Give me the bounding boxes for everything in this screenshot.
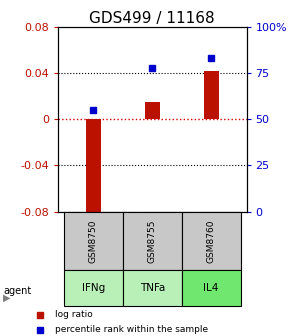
Bar bbox=[182, 270, 241, 306]
Text: percentile rank within the sample: percentile rank within the sample bbox=[55, 326, 208, 334]
Text: log ratio: log ratio bbox=[55, 310, 93, 319]
Text: GSM8750: GSM8750 bbox=[89, 219, 98, 263]
Text: TNFa: TNFa bbox=[139, 283, 165, 293]
Text: ▶: ▶ bbox=[3, 292, 10, 302]
Bar bbox=[86, 119, 101, 217]
Bar bbox=[123, 270, 182, 306]
Text: GSM8760: GSM8760 bbox=[207, 219, 216, 263]
Bar bbox=[64, 212, 123, 270]
Text: agent: agent bbox=[3, 286, 31, 296]
Bar bbox=[123, 212, 182, 270]
Text: GSM8755: GSM8755 bbox=[148, 219, 157, 263]
Bar bbox=[145, 102, 160, 119]
Title: GDS499 / 11168: GDS499 / 11168 bbox=[89, 11, 215, 26]
Text: IL4: IL4 bbox=[204, 283, 219, 293]
Bar bbox=[64, 270, 123, 306]
Bar bbox=[182, 212, 241, 270]
Text: IFNg: IFNg bbox=[82, 283, 105, 293]
Bar bbox=[204, 71, 219, 119]
